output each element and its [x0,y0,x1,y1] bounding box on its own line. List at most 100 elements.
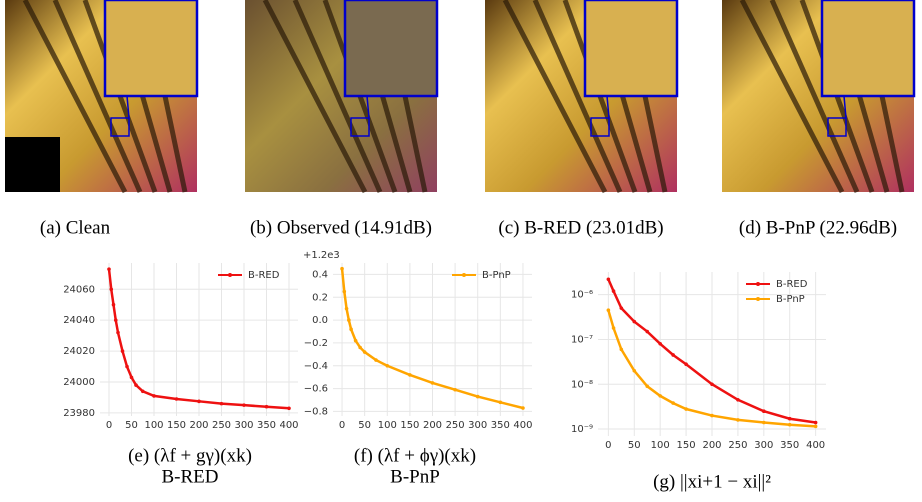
x-tick-label: 350 [780,440,799,451]
x-tick-label: 150 [677,440,696,451]
chart-caption-sub: B-RED [162,466,219,487]
point [141,389,145,393]
legend-marker [228,273,232,277]
x-tick-label: 250 [212,420,231,431]
point [620,348,624,352]
kernel [5,137,60,192]
y-tick-label: 23980 [63,408,95,419]
chart-caption: (g) ||xi+1 − xi||² [653,471,771,492]
point [762,421,766,425]
y-tick-label: 24020 [63,346,95,357]
point [607,277,611,281]
point [287,406,291,410]
legend-marker [756,282,760,286]
point [684,407,688,411]
legend-label: B-RED [776,279,808,290]
y-tick-label: 24000 [63,377,95,388]
point [112,303,116,307]
point [114,318,118,322]
chart-caption: (f) (λf + ϕγ)(xk) [354,445,476,466]
x-tick-label: 400 [806,440,825,451]
point [612,326,616,330]
legend-label: B-PnP [482,270,511,281]
chart-caption: (e) (λf + gγ)(xk) [128,445,252,466]
point [354,339,358,343]
point [620,306,624,310]
point [814,425,818,429]
point [363,350,367,354]
point [736,418,740,422]
point [265,405,269,409]
point [814,421,818,425]
point [788,423,792,427]
point [121,349,125,353]
y-tick-label: 0.2 [312,292,328,303]
x-tick-label: 300 [468,420,487,431]
x-tick-label: 400 [513,420,532,431]
x-tick-label: 100 [651,440,670,451]
point [109,287,113,291]
x-tick-label: 200 [702,440,721,451]
point [197,400,201,404]
x-tick-label: 150 [167,420,186,431]
point [645,330,649,334]
point [612,289,616,293]
x-tick-label: 0 [106,420,112,431]
zoom-inset [345,0,437,96]
point [431,381,435,385]
point [385,364,389,368]
panel-caption: (c) B-RED (23.01dB) [498,217,663,238]
point [671,401,675,405]
x-tick-label: 0 [605,440,611,451]
panel-caption: (a) Clean [40,217,111,238]
x-tick-label: 0 [339,420,345,431]
point [521,406,525,410]
y-tick-label: −0.6 [304,384,328,395]
point [374,358,378,362]
point [607,308,611,312]
point [645,385,649,389]
legend-marker [756,297,760,301]
y-tick-label: 0.4 [312,269,328,280]
point [345,307,349,311]
legend-label: B-RED [248,270,280,281]
point [358,346,362,350]
zoom-inset [585,0,677,96]
x-tick-label: 50 [125,420,138,431]
point [340,267,344,271]
point [220,402,224,406]
x-tick-label: 150 [400,420,419,431]
x-tick-label: 250 [446,420,465,431]
x-tick-label: 50 [358,420,371,431]
legend-label: B-PnP [776,294,805,305]
point [116,331,120,335]
point [175,397,179,401]
x-tick-label: 200 [423,420,442,431]
zoom-inset [105,0,197,96]
x-tick-label: 300 [234,420,253,431]
x-tick-label: 350 [491,420,510,431]
y-tick-label: 0.0 [312,315,328,326]
y-tick-label: 10⁻⁶ [571,290,593,301]
point [762,409,766,413]
point [788,417,792,421]
y-tick-label: −0.2 [304,338,328,349]
point [349,327,353,331]
x-tick-label: 100 [144,420,163,431]
point [632,320,636,324]
y-tick-label: −0.4 [304,361,328,372]
point [658,342,662,346]
page: { "panels": [ {"caption": "(a) Clean"}, … [0,0,922,502]
point [343,290,347,294]
panel-caption: (b) Observed (14.91dB) [250,217,432,238]
figure: (a) Clean (b) Observed (14.91dB) (c) B-RED… [0,0,922,502]
x-tick-label: 300 [754,440,773,451]
chart-caption-sub: B-PnP [390,466,440,487]
point [710,414,714,418]
point [347,318,351,322]
point [499,400,503,404]
point [684,362,688,366]
point [125,365,129,369]
point [476,395,480,399]
x-tick-label: 200 [189,420,208,431]
